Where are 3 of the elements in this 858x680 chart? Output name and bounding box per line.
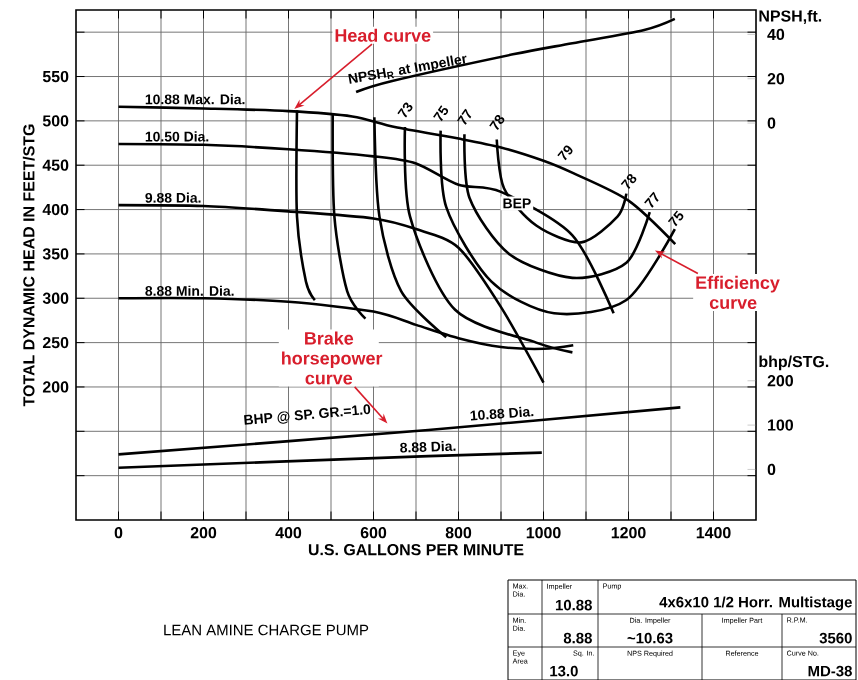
annotation: Efficiency curve bbox=[696, 275, 780, 309]
annotation: Brake horsepower curve bbox=[282, 331, 383, 385]
annotation: Head curve bbox=[335, 28, 431, 42]
